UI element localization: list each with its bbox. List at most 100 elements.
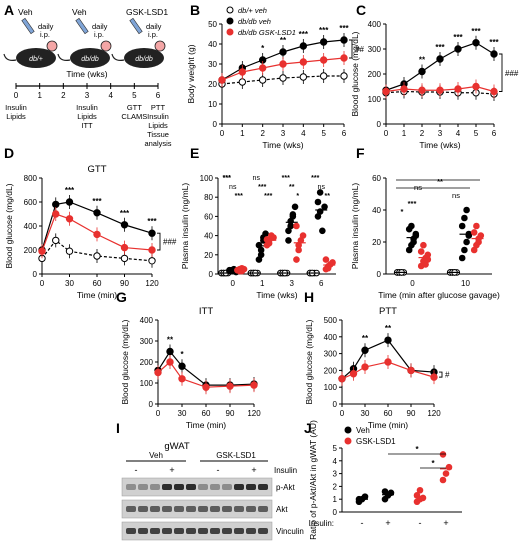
data-point [258,64,267,72]
blot-band-label: Vinculin [276,527,304,536]
x-tick-label: 3 [290,279,295,288]
significance-label: *** [408,199,417,208]
injection-label: i.p. [94,30,104,39]
data-point [340,72,348,80]
significance-label: *** [258,184,266,191]
y-tick-label: 0 [377,270,382,279]
data-point [178,362,186,370]
data-point [470,229,478,236]
x-tick-label: 0 [340,409,345,418]
blot-band [258,528,268,534]
data-point [340,36,348,44]
x-tick-label: 2 [260,129,265,138]
injection-label: daily [146,22,162,31]
significance-label: ns [452,191,460,200]
significance-stars: * [261,44,265,53]
x-tick-label: - [419,518,422,528]
data-point [279,74,287,82]
y-tick-label: 200 [324,366,338,375]
insulin-row-label: Insulin: [309,519,334,528]
significance-label: * [296,193,299,200]
data-point [291,203,299,211]
blot-band [150,506,160,512]
chart-title: ITT [199,306,213,317]
mouse-icon [70,48,110,68]
data-point [285,237,292,244]
data-point [166,358,174,366]
x-tick-label: 0 [231,279,236,288]
panel-letter-d: D [4,145,14,161]
y-axis-label: Plasma insulin (ng/mL) [180,183,190,270]
significance-stars: ** [419,56,426,65]
data-point [293,256,300,263]
data-point [250,381,258,389]
x-tick-label: 0 [40,279,45,288]
blot-band-label: Akt [276,505,288,514]
data-point [178,375,186,383]
y-tick-label: 40 [372,206,381,215]
panel-letter-j: J [304,420,312,436]
blot-band [210,506,220,512]
mouse-ear-icon [46,40,58,52]
x-tick-label: 0 [410,279,415,288]
timeline-tick-label: 6 [156,91,161,100]
data-point [442,470,450,477]
significance-label: ns [318,184,326,191]
x-axis-label: Time (min) [77,290,117,300]
x-tick-label: 120 [427,409,441,418]
blot-band [198,484,208,490]
data-point [319,72,328,80]
data-point [52,200,60,209]
x-tick-label: 0 [156,409,161,418]
data-point [454,45,462,53]
blot-band [198,528,208,534]
panel-letter-g: G [116,289,127,305]
data-point [65,215,74,223]
data-point [407,366,415,375]
chart-title: PTT [379,306,397,317]
significance-label: ns [253,175,261,182]
chart-title: GTT [88,164,107,175]
data-point [120,254,129,263]
timeline-event-label: Tissue [147,130,169,139]
data-point [463,206,470,214]
x-tick-label: 4 [456,129,461,138]
significance-bracket [439,371,443,378]
data-point [258,76,267,84]
data-point [299,42,308,50]
syringe-icon [129,17,143,35]
blot-group-label: Veh [149,451,163,460]
blot-band [162,528,172,534]
x-tick-label: 30 [65,279,74,288]
y-axis-label: Blood glucose (mg/dL) [304,319,314,404]
x-tick-label: 3 [281,129,286,138]
timeline-event-label: PTT [151,103,166,112]
data-point [321,203,328,211]
mouse-icon [124,48,164,68]
series-line [157,350,255,386]
data-point [384,358,392,366]
data-point [472,39,480,47]
data-point [490,87,498,96]
blot-band [246,484,256,490]
data-point [436,55,444,63]
blot-band [234,528,244,534]
blot-band [222,528,232,534]
data-point [461,214,468,222]
significance-bracket [349,39,353,59]
data-point [472,82,480,91]
data-point [416,486,424,494]
data-point [226,382,234,390]
data-point [265,239,273,247]
blot-band [150,484,160,490]
blot-group-label: GSK-LSD1 [216,451,256,460]
y-axis-label: Blood glucose (mg/dL) [350,31,360,116]
data-point [202,383,210,391]
panel-letter-i: I [116,420,120,436]
timeline-title: Time (wks) [66,69,107,79]
timeline-event-label: GTT [127,103,142,112]
significance-stars: *** [120,209,130,218]
data-point [340,54,348,62]
mouse-genotype-label: db/db [135,56,153,63]
injection-label: daily [92,22,108,31]
